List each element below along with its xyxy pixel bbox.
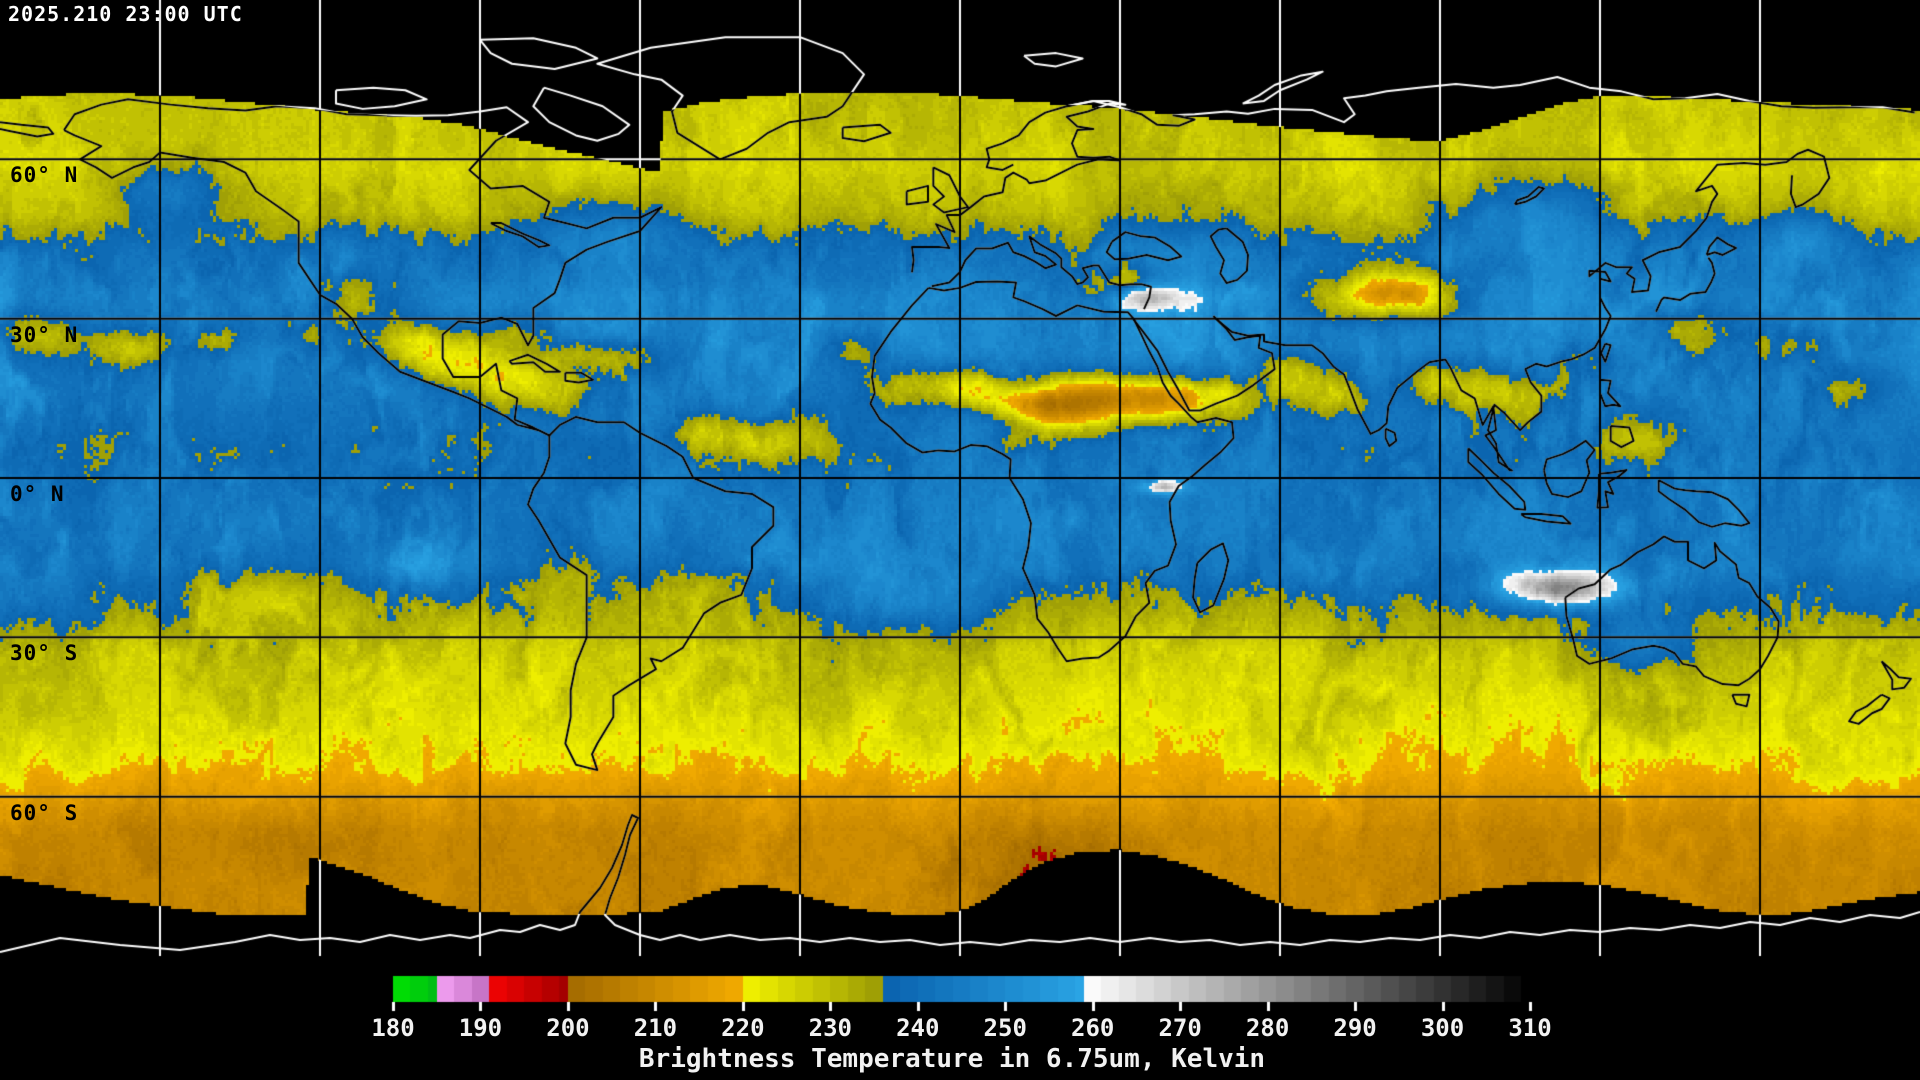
colorbar-tick-label-300: 300 bbox=[1420, 1014, 1465, 1042]
lat-label-0n: 0° N bbox=[10, 482, 65, 506]
colorbar-tick-label-240: 240 bbox=[896, 1014, 940, 1042]
colorbar-tick-label-220: 220 bbox=[721, 1014, 765, 1042]
lat-label-60s: 60° S bbox=[10, 800, 79, 825]
colorbar-tick-label-260: 260 bbox=[1071, 1014, 1115, 1042]
lat-label-60n: 60° N bbox=[10, 163, 79, 188]
colorbar-tick-label-280: 280 bbox=[1245, 1014, 1290, 1042]
colorbar-tick-label-230: 230 bbox=[808, 1014, 852, 1042]
colorbar-tick-label-270: 270 bbox=[1158, 1014, 1202, 1042]
colorbar-tick-label-190: 190 bbox=[458, 1014, 503, 1042]
lat-label-30n: 30° N bbox=[10, 322, 79, 347]
lat-label-30s: 30° S bbox=[10, 641, 79, 666]
colorbar-tick-label-210: 210 bbox=[633, 1014, 678, 1042]
colorbar-caption: Brightness Temperature in 6.75um, Kelvin bbox=[638, 1044, 1266, 1074]
colorbar-tick-label-180: 180 bbox=[371, 1014, 415, 1042]
colorbar-tick-label-250: 250 bbox=[983, 1014, 1027, 1042]
timestamp-label: 2025.210 23:00 UTC bbox=[8, 2, 243, 26]
colorbar-tick-label-290: 290 bbox=[1333, 1014, 1377, 1042]
colorbar-tick-label-200: 200 bbox=[546, 1014, 590, 1042]
colorbar-tick-label-310: 310 bbox=[1508, 1014, 1552, 1042]
